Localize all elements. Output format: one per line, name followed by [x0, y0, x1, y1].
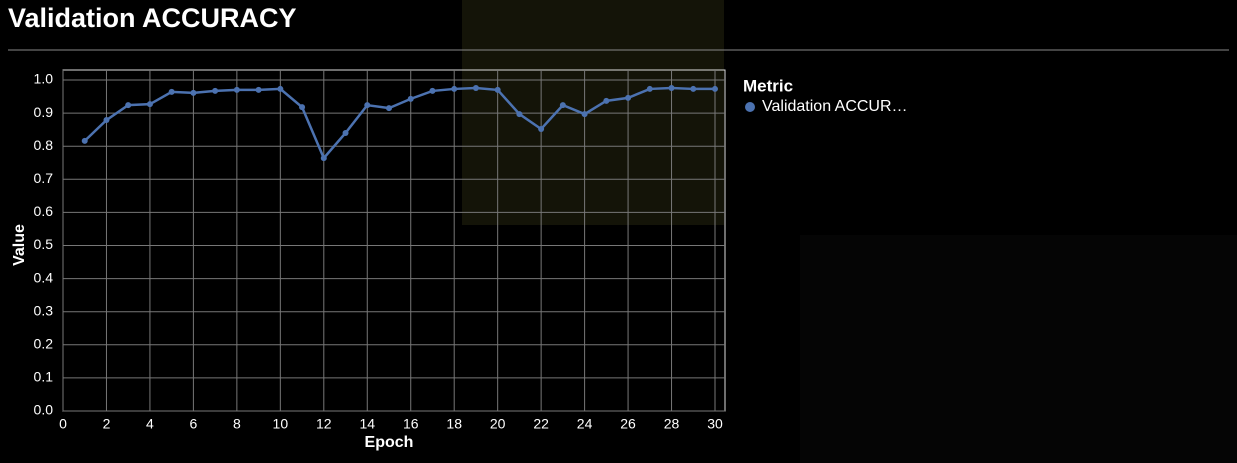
- data-point: [103, 117, 110, 124]
- data-point: [451, 85, 458, 92]
- x-tick-label: 8: [233, 416, 241, 432]
- data-point: [277, 85, 284, 92]
- data-point: [581, 111, 588, 118]
- y-tick-label: 0.5: [34, 236, 54, 252]
- data-point: [299, 104, 306, 111]
- data-point: [625, 94, 632, 101]
- y-tick-label: 0.3: [34, 302, 54, 318]
- data-point: [320, 155, 327, 162]
- y-tick-label: 0.2: [34, 336, 54, 352]
- x-axis-label: Epoch: [365, 434, 414, 451]
- data-point: [603, 97, 610, 104]
- data-point: [559, 102, 566, 109]
- x-tick-label: 30: [707, 416, 723, 432]
- data-point: [190, 89, 197, 96]
- data-point: [81, 137, 88, 144]
- data-point: [255, 86, 262, 93]
- data-point: [472, 84, 479, 91]
- data-point: [146, 101, 153, 108]
- data-point: [168, 88, 175, 95]
- data-point: [516, 111, 523, 118]
- series-line: [83, 86, 715, 161]
- x-tick-label: 28: [664, 416, 680, 432]
- data-point: [668, 84, 675, 91]
- y-tick-label: 0.6: [34, 203, 54, 219]
- legend-marker: [745, 102, 755, 112]
- legend-title: Metric: [743, 76, 793, 95]
- data-point: [690, 85, 697, 92]
- x-tick-label: 22: [533, 416, 549, 432]
- background-panel: [800, 235, 1237, 463]
- data-point: [386, 105, 392, 112]
- data-point: [712, 85, 718, 92]
- y-tick-label: 0.0: [34, 402, 54, 418]
- x-tick-label: 10: [273, 416, 289, 432]
- data-point: [233, 86, 240, 93]
- data-point: [494, 86, 501, 93]
- x-tick-label: 26: [620, 416, 636, 432]
- data-point: [364, 102, 371, 109]
- y-tick-label: 0.9: [34, 104, 54, 120]
- chart-title: Validation ACCURACY: [8, 3, 297, 33]
- y-tick-label: 0.7: [34, 170, 54, 186]
- x-tick-label: 0: [59, 416, 67, 432]
- x-tick-label: 16: [403, 416, 419, 432]
- data-point: [125, 102, 132, 109]
- y-tick-label: 0.1: [34, 369, 54, 385]
- x-tick-label: 12: [316, 416, 332, 432]
- data-point: [538, 125, 545, 132]
- background-panel: [462, 0, 724, 225]
- y-axis-label: Value: [11, 224, 28, 266]
- x-tick-label: 4: [146, 416, 154, 432]
- x-tick-label: 2: [103, 416, 111, 432]
- data-point: [342, 129, 349, 136]
- y-tick-label: 1.0: [34, 71, 54, 87]
- x-tick-label: 24: [577, 416, 593, 432]
- x-tick-label: 6: [190, 416, 198, 432]
- data-point: [646, 85, 653, 92]
- x-tick-label: 18: [446, 416, 462, 432]
- y-tick-label: 0.4: [34, 269, 54, 285]
- data-point: [407, 95, 414, 102]
- data-point: [429, 87, 436, 94]
- y-tick-label: 0.8: [34, 137, 54, 153]
- data-point: [212, 87, 219, 94]
- legend-label: Validation ACCUR…: [762, 98, 908, 115]
- x-tick-label: 14: [359, 416, 375, 432]
- x-tick-label: 20: [490, 416, 506, 432]
